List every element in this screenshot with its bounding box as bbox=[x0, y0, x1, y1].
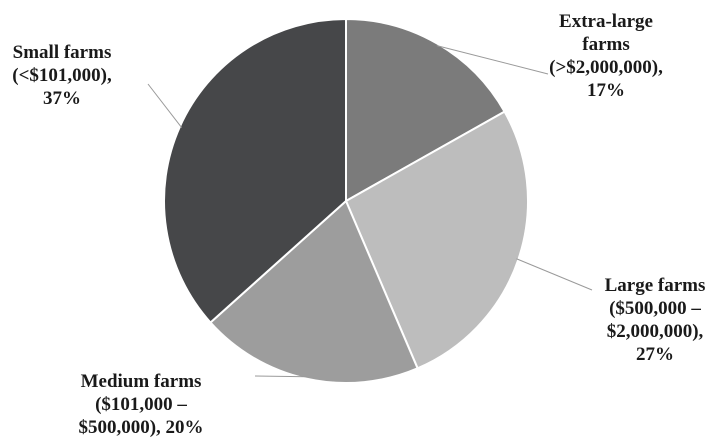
leader-line-medium bbox=[254, 375, 308, 378]
slice-label-line: ($500,000 – bbox=[609, 298, 701, 319]
leader-line-extra-large bbox=[436, 45, 549, 75]
slice-label-medium: Medium farms ($101,000 – $500,000), 20% bbox=[78, 371, 203, 438]
leader-lines bbox=[147, 45, 593, 378]
slice-labels: Extra-large farms (>$2,000,000), 17% Large f… bbox=[12, 11, 705, 438]
pie-slice-small bbox=[163, 17, 347, 324]
slice-label-line: $2,000,000), bbox=[607, 321, 704, 342]
slice-label-line: ($101,000 – bbox=[95, 394, 187, 415]
slice-label-line: $500,000), 20% bbox=[78, 417, 203, 438]
slice-label-line: (>$2,000,000), bbox=[549, 57, 663, 78]
pie-slice-extra-large bbox=[345, 17, 506, 203]
slice-label-line: 37% bbox=[43, 88, 81, 109]
slice-label-line: farms bbox=[582, 34, 629, 55]
slice-label-line: Extra-large bbox=[559, 11, 653, 32]
slices bbox=[163, 17, 529, 384]
leader-line-small bbox=[147, 83, 183, 128]
slice-label-line: 27% bbox=[636, 344, 674, 365]
slice-label-line: Medium farms bbox=[81, 371, 202, 392]
slice-label-large: Large farms ($500,000 – $2,000,000), 27% bbox=[605, 275, 706, 365]
slice-label-line: Large farms bbox=[605, 275, 706, 296]
slice-label-small: Small farms (<$101,000), 37% bbox=[12, 42, 112, 109]
slice-label-line: Small farms bbox=[13, 42, 112, 63]
leader-line-large bbox=[516, 258, 593, 291]
slice-label-line: (<$101,000), bbox=[12, 65, 112, 86]
pie-slice-medium bbox=[209, 199, 419, 384]
slice-label-line: 17% bbox=[587, 80, 625, 101]
slice-label-extra-large: Extra-large farms (>$2,000,000), 17% bbox=[549, 11, 663, 101]
